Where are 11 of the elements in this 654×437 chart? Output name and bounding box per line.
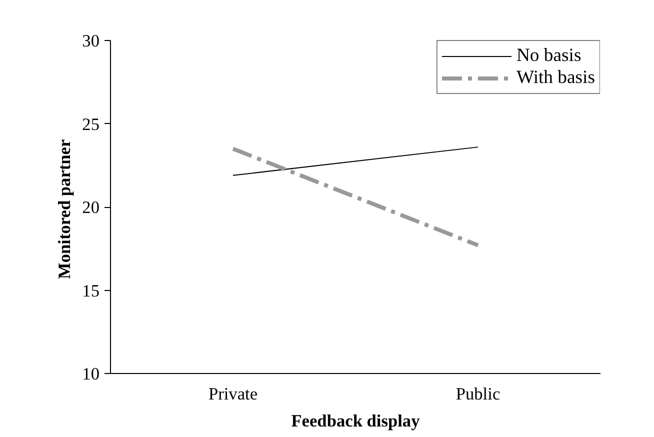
legend-label: With basis — [516, 67, 595, 89]
y-tick-label: 20 — [82, 198, 100, 217]
x-tick-label: Private — [208, 384, 258, 404]
y-tick-label: 15 — [82, 281, 100, 300]
y-axis-title: Monitored partner — [55, 138, 74, 280]
legend-label: No basis — [516, 45, 582, 67]
y-tick-label: 30 — [82, 32, 100, 50]
x-tick-label: Public — [456, 384, 500, 404]
x-axis-title: Feedback display — [291, 412, 420, 430]
y-tick-label: 25 — [82, 114, 100, 134]
y-tick-label: 10 — [82, 364, 100, 384]
